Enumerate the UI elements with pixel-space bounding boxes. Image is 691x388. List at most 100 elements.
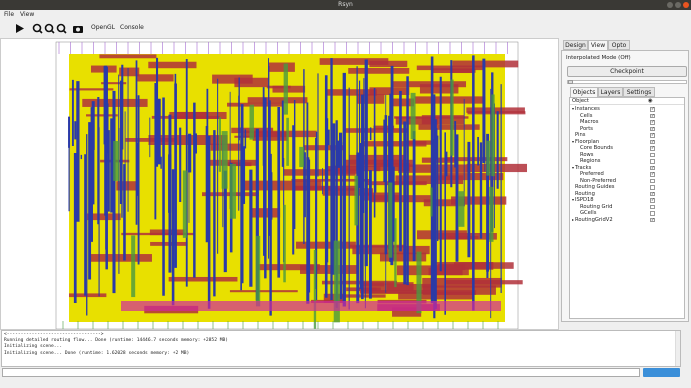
opengl-button[interactable]: OpenGL bbox=[91, 24, 115, 31]
page: {"window": {"title": "Rsyn"}, "menu": ["… bbox=[0, 0, 691, 388]
panel-tab[interactable]: Design bbox=[563, 40, 588, 50]
menu-bar: File View bbox=[4, 10, 40, 20]
console-text: <---------------------------------->Runn… bbox=[4, 332, 228, 357]
routing-green bbox=[394, 218, 396, 287]
routing-red bbox=[137, 74, 173, 81]
window-title: Rsyn bbox=[338, 1, 353, 8]
console: <---------------------------------->Runn… bbox=[1, 330, 681, 367]
checkbox[interactable]: ✓ bbox=[650, 127, 655, 132]
checkbox[interactable]: ✓ bbox=[650, 218, 655, 223]
zoom-in-icon[interactable] bbox=[34, 25, 43, 34]
routing-green bbox=[283, 205, 286, 282]
tree-label: RoutingGridV2 bbox=[575, 217, 613, 223]
tree-label: Cells bbox=[580, 113, 592, 119]
checkbox[interactable]: ✓ bbox=[650, 114, 655, 119]
menu-item[interactable]: View bbox=[20, 11, 34, 18]
routing-green bbox=[131, 235, 135, 297]
close-button[interactable] bbox=[683, 2, 689, 8]
checkbox[interactable] bbox=[650, 179, 655, 184]
routing-green bbox=[249, 105, 253, 140]
checkbox[interactable] bbox=[650, 211, 655, 216]
tree-label: Rows bbox=[580, 152, 594, 158]
routing-green bbox=[388, 183, 392, 258]
mode-label: Interpolated Mode (Off) bbox=[566, 55, 631, 61]
routing-green bbox=[458, 191, 464, 227]
app-window: Rsyn FileView OpenGL Console DesignViewO… bbox=[0, 0, 691, 388]
minimize-button[interactable] bbox=[667, 2, 673, 8]
menu-item[interactable]: File bbox=[4, 11, 14, 18]
slider-handle[interactable] bbox=[568, 80, 573, 84]
routing-red bbox=[363, 141, 427, 146]
zoom-fit-icon[interactable] bbox=[58, 25, 67, 34]
tree-label: Instances bbox=[575, 106, 600, 112]
routing-red bbox=[99, 54, 156, 58]
checkbox[interactable]: ✓ bbox=[650, 172, 655, 177]
subtab[interactable]: Layers bbox=[598, 87, 623, 97]
routing-green bbox=[256, 236, 260, 306]
view-panel: Interpolated Mode (Off) Checkpoint Objec… bbox=[561, 50, 689, 322]
routing-green bbox=[113, 141, 119, 181]
slider[interactable] bbox=[567, 80, 687, 84]
panel-tab[interactable]: View bbox=[588, 40, 608, 50]
console-scrollbar[interactable] bbox=[675, 331, 680, 366]
routing-green bbox=[491, 94, 494, 176]
routing-red bbox=[169, 277, 238, 282]
routing-green bbox=[284, 64, 288, 115]
canvas-area[interactable] bbox=[0, 38, 559, 330]
checkbox[interactable]: ✓ bbox=[650, 166, 655, 171]
tree-row[interactable]: ▸RoutingGridV2✓ bbox=[572, 217, 682, 224]
checkbox[interactable] bbox=[650, 185, 655, 190]
toolbar-icons bbox=[14, 23, 84, 34]
tree-label: Tracks bbox=[575, 165, 591, 171]
object-tree: Object◉ ▾Instances✓Cells✓Macros✓Ports✓Pi… bbox=[569, 97, 685, 319]
checkbox[interactable]: ✓ bbox=[650, 133, 655, 138]
checkbox[interactable]: ✓ bbox=[650, 120, 655, 125]
tree-label: GCells bbox=[580, 210, 596, 216]
console-line: Initializing scene... Done (runtime: 1.6… bbox=[4, 351, 228, 357]
routing-red bbox=[230, 290, 298, 292]
checkbox[interactable]: ✓ bbox=[650, 146, 655, 151]
checkbox[interactable]: ✓ bbox=[650, 192, 655, 197]
toolbar: OpenGL Console bbox=[0, 20, 691, 37]
routing-green bbox=[411, 93, 416, 139]
checkbox[interactable] bbox=[650, 159, 655, 164]
layout-view bbox=[1, 39, 558, 329]
routing-green bbox=[286, 118, 289, 166]
routing-green bbox=[222, 131, 228, 189]
routing-green bbox=[486, 141, 490, 176]
checkbox[interactable] bbox=[650, 205, 655, 210]
run-icon[interactable] bbox=[16, 24, 24, 33]
routing-green bbox=[183, 170, 187, 237]
checkbox[interactable]: ✓ bbox=[650, 107, 655, 112]
tree-label: Non-Preferred bbox=[580, 178, 616, 184]
command-input[interactable] bbox=[2, 368, 640, 377]
routing-green bbox=[450, 80, 453, 156]
routing-red bbox=[148, 62, 196, 68]
routing-red bbox=[346, 128, 409, 133]
checkpoint-button[interactable]: Checkpoint bbox=[567, 66, 687, 77]
subtab[interactable]: Objects bbox=[570, 87, 598, 97]
tree-label: Floorplan bbox=[575, 139, 599, 145]
tree-label: Macros bbox=[580, 119, 598, 125]
tree-label: Regions bbox=[580, 158, 600, 164]
routing-red bbox=[227, 103, 282, 107]
screenshot-icon[interactable] bbox=[73, 26, 83, 33]
tree-label: Pins bbox=[575, 132, 585, 138]
subtab[interactable]: Settings bbox=[623, 87, 655, 97]
routing-red bbox=[320, 58, 389, 65]
tree-header-label: Object bbox=[572, 98, 589, 104]
panel-tab[interactable]: Opto bbox=[608, 40, 630, 50]
checkbox[interactable]: ✓ bbox=[650, 140, 655, 145]
zoom-out-icon[interactable] bbox=[46, 25, 55, 34]
checkbox[interactable]: ✓ bbox=[650, 198, 655, 203]
tree-label: Routing bbox=[575, 191, 595, 197]
routing-green bbox=[230, 164, 236, 219]
checkbox[interactable] bbox=[650, 153, 655, 158]
console-button[interactable]: Console bbox=[120, 24, 144, 31]
run-command-button[interactable] bbox=[643, 368, 680, 377]
tree-label: Core Bounds bbox=[580, 145, 613, 151]
routing-red bbox=[212, 75, 253, 84]
maximize-button[interactable] bbox=[675, 2, 681, 8]
routing-magenta bbox=[121, 301, 501, 311]
routing-red bbox=[150, 229, 185, 235]
